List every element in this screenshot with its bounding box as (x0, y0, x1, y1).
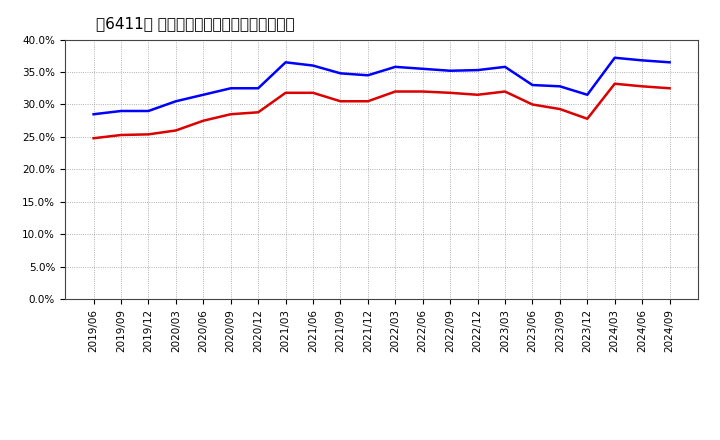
固定比率 (117, 108, 125, 114)
Line: 固定比率: 固定比率 (94, 58, 670, 114)
固定比率 (418, 66, 427, 71)
固定長期適合率 (117, 132, 125, 138)
固定長期適合率 (171, 128, 180, 133)
固定比率 (199, 92, 207, 97)
固定長期適合率 (364, 99, 372, 104)
固定比率 (446, 68, 454, 73)
固定長期適合率 (254, 110, 263, 115)
固定長期適合率 (583, 116, 592, 121)
固定比率 (583, 92, 592, 97)
固定長期適合率 (418, 89, 427, 94)
固定比率 (556, 84, 564, 89)
固定長期適合率 (199, 118, 207, 123)
Line: 固定長期適合率: 固定長期適合率 (94, 84, 670, 138)
固定比率 (611, 55, 619, 60)
固定長期適合率 (473, 92, 482, 97)
固定長期適合率 (665, 86, 674, 91)
固定比率 (309, 63, 318, 68)
固定比率 (473, 67, 482, 73)
固定長期適合率 (500, 89, 509, 94)
固定比率 (638, 58, 647, 63)
固定比率 (144, 108, 153, 114)
固定長期適合率 (282, 90, 290, 95)
固定比率 (254, 86, 263, 91)
固定長期適合率 (391, 89, 400, 94)
固定比率 (665, 60, 674, 65)
固定比率 (282, 60, 290, 65)
固定長期適合率 (144, 132, 153, 137)
固定長期適合率 (556, 106, 564, 112)
固定長期適合率 (336, 99, 345, 104)
固定比率 (391, 64, 400, 70)
固定比率 (226, 86, 235, 91)
固定比率 (500, 64, 509, 70)
固定比率 (171, 99, 180, 104)
固定比率 (89, 112, 98, 117)
固定比率 (528, 82, 537, 88)
固定比率 (336, 71, 345, 76)
固定長期適合率 (611, 81, 619, 86)
固定長期適合率 (638, 84, 647, 89)
固定長期適合率 (89, 136, 98, 141)
固定長期適合率 (226, 112, 235, 117)
固定長期適合率 (528, 102, 537, 107)
固定長期適合率 (446, 90, 454, 95)
固定長期適合率 (309, 90, 318, 95)
Text: 、6411、 固定比率、固定長期適合率の推移: 、6411、 固定比率、固定長期適合率の推移 (96, 16, 295, 32)
固定比率 (364, 73, 372, 78)
